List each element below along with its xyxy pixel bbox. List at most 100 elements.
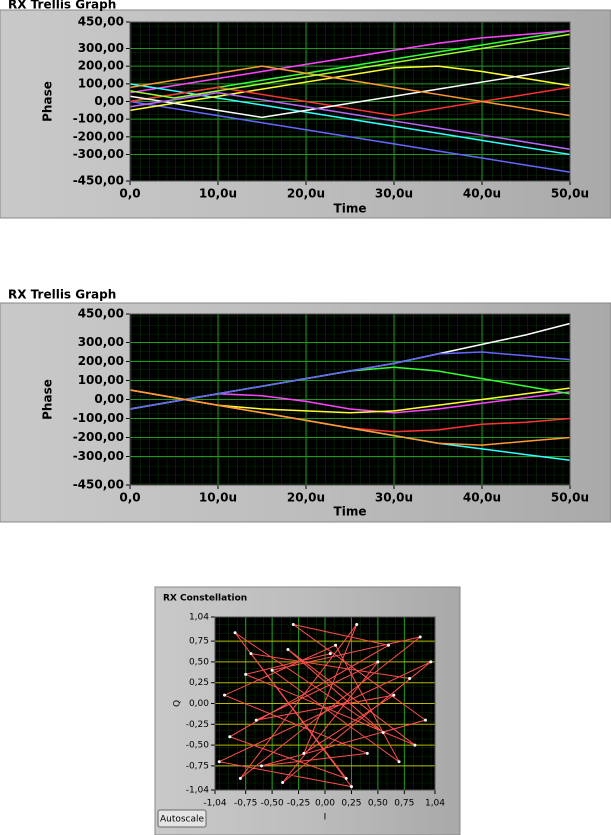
point [249,652,253,656]
point [355,622,359,626]
x-tick-label: -0,25 [287,799,310,809]
point [228,735,232,739]
chart-title: RX Trellis Graph [8,288,116,302]
x-tick-label: 10,0u [199,491,237,505]
trace [129,100,571,173]
point [281,781,285,785]
x-tick-label: -1,04 [203,799,227,809]
x-tick-label: -0,50 [260,799,284,809]
y-axis-label: Q [173,700,183,707]
x-tick-label: 50,0u [551,491,589,505]
y-tick-label: 450,00 [78,307,124,321]
trace [129,91,571,150]
point [260,764,264,768]
point [302,751,306,755]
y-tick-label: 200,00 [78,354,124,368]
x-tick-label: 0,50 [368,799,388,809]
x-tick-label: 50,0u [551,187,589,201]
trace [129,30,571,94]
point [376,660,380,664]
point [328,652,332,656]
y-tick-label: -1,04 [186,786,210,796]
point [418,635,422,639]
point [408,677,412,681]
y-tick-label: -200,00 [73,430,124,444]
autoscale-button[interactable]: Autoscale [157,809,207,828]
x-tick-label: 30,0u [375,491,413,505]
point [386,643,390,647]
y-tick-label: 300,00 [78,335,124,349]
y-tick-label: -0,50 [186,741,210,751]
chart-title: RX Trellis Graph [8,0,116,12]
point [286,647,290,651]
point [381,731,385,735]
point [413,743,417,747]
x-axis-label: Time [334,505,367,519]
y-tick-label: -0,25 [186,720,209,730]
x-tick-label: 20,0u [287,491,325,505]
point [397,760,401,764]
point [334,643,338,647]
x-tick-label: 40,0u [463,491,501,505]
button-face [157,809,207,828]
y-tick-label: -200,00 [73,129,124,143]
trace [129,65,571,112]
x-tick-label: 0,0 [119,187,140,201]
y-tick-label: 100,00 [78,76,124,90]
x-tick-label: 0,00 [315,799,335,809]
y-tick-label: 300,00 [78,41,124,55]
y-tick-label: 100,00 [78,373,124,387]
x-tick-label: 1,04 [425,799,445,809]
trace [217,623,432,788]
point [233,631,237,635]
y-tick-label: -100,00 [73,112,124,126]
button-label: Autoscale [160,815,205,825]
x-tick-label: 40,0u [463,187,501,201]
point [392,693,396,697]
plot-frame [214,616,436,791]
point [270,668,274,672]
x-tick-label: 30,0u [375,187,413,201]
point [217,760,221,764]
y-tick-label: 450,00 [78,15,124,29]
y-tick-label: 1,04 [189,613,209,623]
x-axis-label: I [324,813,327,823]
x-tick-label: 0,75 [394,799,414,809]
x-axis-label: Time [334,202,367,216]
y-tick-label: -450,00 [73,174,124,188]
point [238,776,242,780]
point [344,776,348,780]
x-tick-label: 20,0u [287,187,325,201]
y-tick-label: -100,00 [73,411,124,425]
point [244,672,248,676]
trace [129,351,571,410]
point [365,751,369,755]
y-tick-label: 0,00 [94,392,124,406]
y-tick-label: 0,50 [189,657,209,667]
trace [129,65,571,117]
y-tick-label: 0,75 [189,637,209,647]
point [423,718,427,722]
point [291,622,295,626]
point [254,718,258,722]
x-tick-label: -0,75 [234,799,257,809]
y-axis-label: Phase [41,81,55,122]
chart-title: RX Constellation [163,594,247,604]
plot-frame [129,313,571,486]
trace [129,33,571,99]
trace [129,389,571,446]
plot-frame [129,21,571,182]
y-tick-label: 200,00 [78,59,124,73]
point [349,785,353,789]
x-tick-label: 0,25 [341,799,361,809]
y-tick-label: -0,75 [186,761,209,771]
point [429,660,433,664]
trace [129,67,571,119]
y-axis-label: Phase [41,379,55,420]
x-tick-label: 10,0u [199,187,237,201]
point [223,693,227,697]
y-tick-label: -300,00 [73,147,124,161]
y-tick-label: 0,25 [189,678,209,688]
y-tick-label: 0,00 [189,699,209,709]
